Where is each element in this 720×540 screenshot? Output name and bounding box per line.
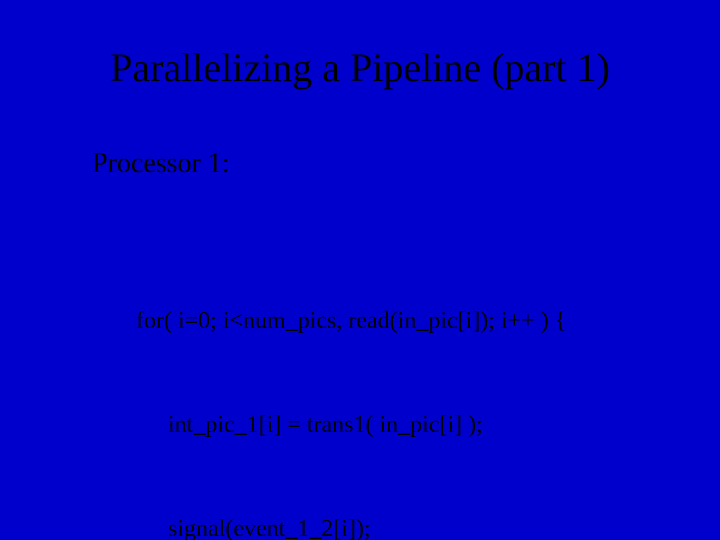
slide-subtitle: Processor 1: — [92, 148, 230, 180]
code-line: signal(event_1_2[i]); — [168, 512, 566, 540]
slide-title: Parallelizing a Pipeline (part 1) — [0, 44, 720, 91]
code-block: for( i=0; i<num_pics, read(in_pic[i]); i… — [136, 234, 566, 540]
slide: Parallelizing a Pipeline (part 1) Proces… — [0, 0, 720, 540]
code-line: int_pic_1[i] = trans1( in_pic[i] ); — [168, 408, 566, 443]
code-line: for( i=0; i<num_pics, read(in_pic[i]); i… — [136, 304, 566, 339]
